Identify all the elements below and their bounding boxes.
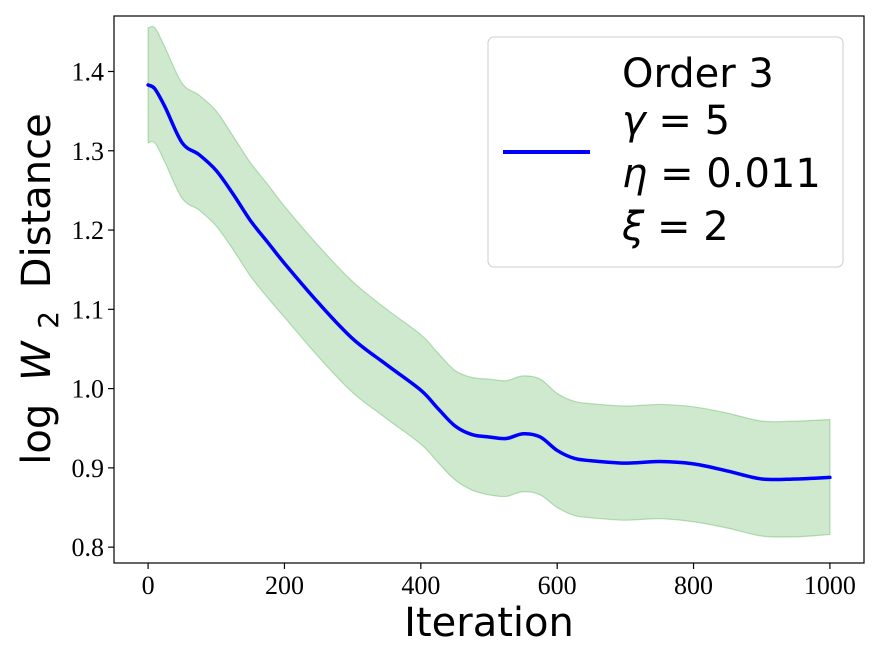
x-tick-label: 800 bbox=[674, 571, 713, 600]
legend: Order 3 γ = 5 η = 0.011 ξ = 2 bbox=[487, 36, 844, 268]
series-line-0 bbox=[146, 83, 832, 482]
y-axis-title-suffix: Distance bbox=[14, 113, 60, 288]
y-tick-label: 0.8 bbox=[72, 533, 105, 562]
series-line-layer bbox=[146, 83, 832, 482]
x-tick-label: 1000 bbox=[804, 571, 856, 600]
x-tick-label: 0 bbox=[142, 571, 155, 600]
y-tick-label: 0.9 bbox=[72, 454, 105, 483]
confidence-band-0 bbox=[147, 25, 831, 538]
legend-entry-xi: ξ = 2 bbox=[621, 204, 729, 250]
y-axis-title-symbol: W bbox=[14, 340, 60, 381]
x-axis-title: Iteration bbox=[404, 600, 574, 646]
legend-entry-gamma: γ = 5 bbox=[622, 98, 730, 144]
y-tick-label: 1.2 bbox=[72, 216, 105, 245]
y-axis-title-prefix: log bbox=[14, 404, 60, 465]
x-tick-label: 400 bbox=[401, 571, 440, 600]
y-tick-label: 1.1 bbox=[72, 295, 105, 324]
y-tick-label: 1.0 bbox=[72, 375, 105, 404]
legend-box bbox=[487, 36, 844, 268]
legend-entry-order: Order 3 bbox=[622, 51, 774, 97]
y-axis-title-subscript: 2 bbox=[32, 311, 65, 329]
legend-entry-eta: η = 0.011 bbox=[622, 151, 821, 197]
x-tick-label: 200 bbox=[265, 571, 304, 600]
y-axis-title: log W 2 Distance bbox=[14, 113, 68, 464]
x-axis: 0 200 400 600 800 1000 bbox=[142, 563, 856, 600]
y-tick-label: 1.3 bbox=[72, 137, 105, 166]
y-axis: 0.8 0.9 1.0 1.1 1.2 1.3 1.4 bbox=[72, 57, 114, 562]
plot-frame bbox=[113, 15, 865, 564]
x-tick-label: 600 bbox=[538, 571, 577, 600]
y-tick-label: 1.4 bbox=[72, 57, 105, 86]
confidence-band-layer bbox=[147, 25, 831, 538]
